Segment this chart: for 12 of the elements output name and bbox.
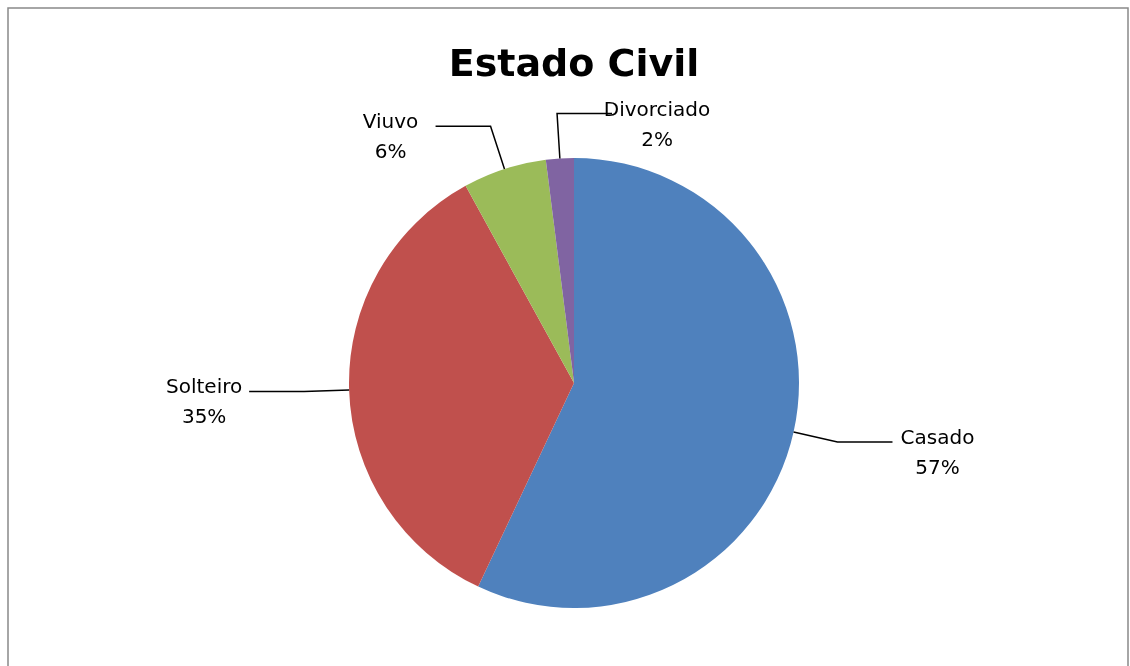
- data-label: 35%: [181, 404, 227, 429]
- pie-slice: [465, 159, 574, 383]
- slice-label: Solteiro: [166, 374, 243, 399]
- pie-slice: [349, 185, 574, 587]
- data-label: 2%: [641, 126, 673, 151]
- data-label: 57%: [915, 454, 960, 479]
- slice-label: Divorciado: [603, 96, 711, 121]
- pie-slice: [478, 158, 799, 608]
- chart-title: Estado Civil: [448, 41, 700, 85]
- slice-label: Viuvo: [362, 109, 419, 134]
- data-label: 6%: [374, 139, 407, 164]
- slice-label: Casado: [900, 424, 975, 449]
